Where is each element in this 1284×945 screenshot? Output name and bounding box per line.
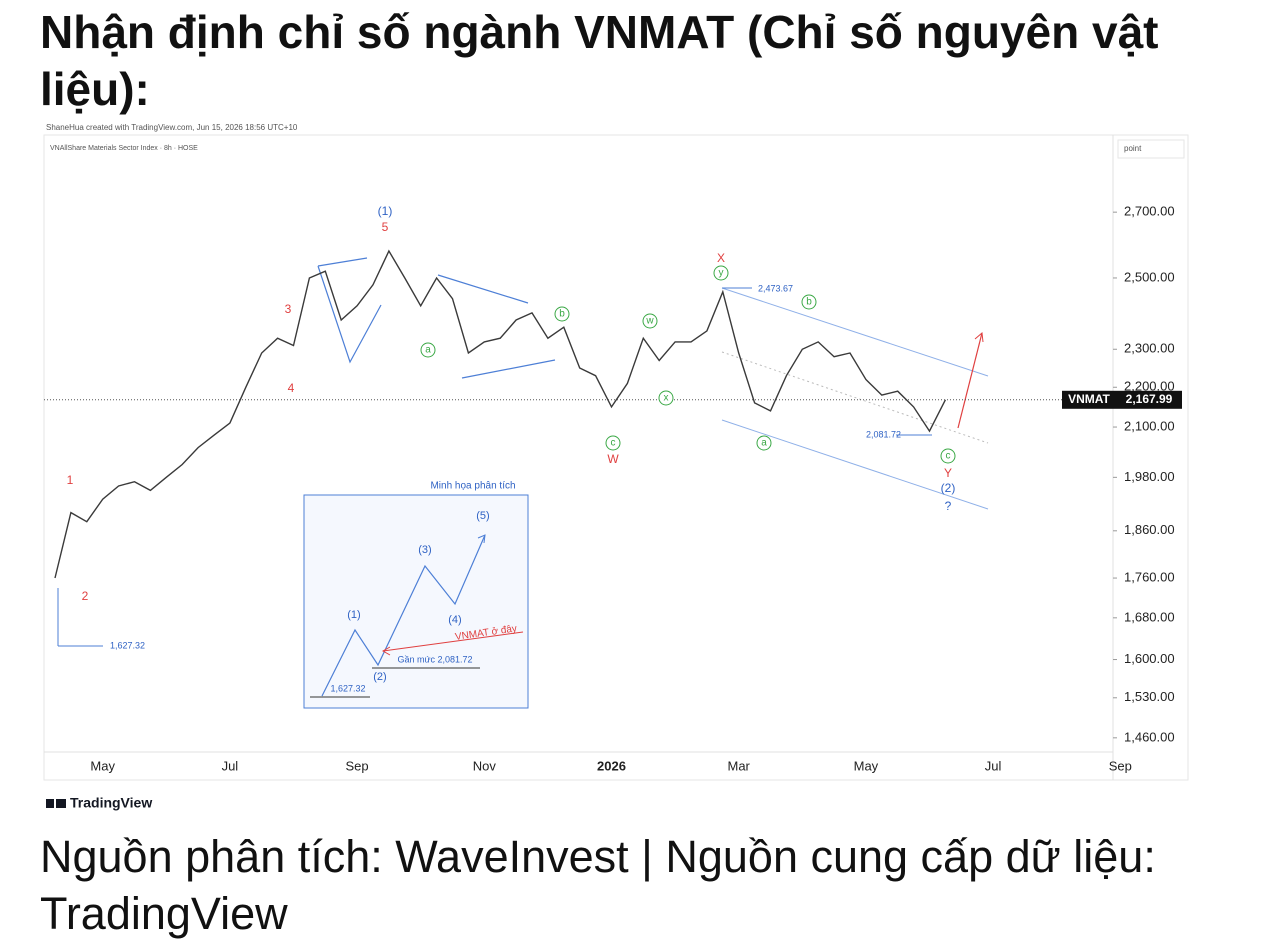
- inset-wave: [321, 534, 486, 697]
- annotation: c: [946, 451, 951, 462]
- annotation: x: [664, 393, 669, 404]
- y-tick-label: 1,530.00: [1124, 689, 1175, 704]
- annotation: 4: [288, 381, 295, 395]
- x-tick-label: 2026: [597, 758, 626, 773]
- y-tick-label: 1,460.00: [1124, 729, 1175, 744]
- annotation: Gần mức 2,081.72: [397, 654, 472, 664]
- arrow-head: [477, 534, 486, 544]
- annotation: b: [806, 297, 812, 308]
- annotation: W: [607, 452, 619, 466]
- brand-logo: [56, 799, 66, 808]
- x-tick-label: Sep: [1109, 758, 1132, 773]
- wave-circle: [605, 435, 621, 451]
- y-tick-label: 2,500.00: [1124, 269, 1175, 284]
- wave-circle: [713, 265, 729, 281]
- drawings: [57, 257, 989, 709]
- x-tick-label: Mar: [728, 758, 751, 773]
- x-tick-label: Jul: [222, 758, 239, 773]
- y-tick-label: 1,680.00: [1124, 609, 1175, 624]
- annotation: w: [645, 316, 654, 327]
- wave-circle: [756, 435, 772, 451]
- triangle: [317, 257, 382, 364]
- y-tick-label: 2,200.00: [1124, 379, 1175, 394]
- chart-frame: [43, 134, 1189, 781]
- axis-unit: point: [1124, 144, 1142, 153]
- annotation: (2): [373, 671, 386, 683]
- chart-subtitle: VNAllShare Materials Sector Index · 8h ·…: [50, 145, 198, 152]
- brand-logo: [46, 799, 54, 808]
- wave-circle: [940, 448, 956, 464]
- x-tick-label: Sep: [346, 758, 369, 773]
- annotation: a: [761, 438, 767, 449]
- footer: Nguồn phân tích: WaveInvest | Nguồn cung…: [40, 831, 1156, 939]
- annotation: 2,473.67: [758, 283, 793, 293]
- last-price-tag: 2,167.99: [1126, 392, 1173, 406]
- y-tick-label: 2,300.00: [1124, 341, 1175, 356]
- wave-circle: [658, 390, 674, 406]
- annotation: (1): [347, 609, 360, 621]
- inset-box: [303, 494, 529, 709]
- annotation: (5): [476, 510, 489, 522]
- channel-upper: [721, 287, 989, 377]
- x-tick-label: May: [854, 758, 879, 773]
- wave-circle: [420, 342, 436, 358]
- annotation: a: [425, 345, 431, 356]
- projection-arrow: [957, 332, 983, 429]
- y-tick-label: 1,980.00: [1124, 469, 1175, 484]
- wave-circle: [642, 313, 658, 329]
- annotation: 5: [382, 220, 389, 234]
- annotation: (3): [418, 544, 431, 556]
- annotation: Minh họa phân tích: [430, 481, 515, 492]
- wave-circle: [801, 294, 817, 310]
- annotation: 1,627.32: [110, 640, 145, 650]
- annotation: 1: [67, 473, 74, 487]
- triangle: [437, 274, 556, 379]
- unit-box: [1117, 139, 1185, 159]
- price-line: [54, 249, 947, 579]
- x-tick-label: Jul: [985, 758, 1002, 773]
- series-tag-bg: [1062, 390, 1116, 409]
- channel-mid: [721, 351, 989, 444]
- annotation: ?: [945, 499, 952, 513]
- annotation: 2: [82, 589, 89, 603]
- wave-circle: [554, 306, 570, 322]
- credit: ShaneHua created with TradingView.com, J…: [46, 123, 298, 132]
- annotation: b: [559, 309, 565, 320]
- channel-lower: [721, 419, 989, 510]
- brand: TradingView: [46, 795, 152, 811]
- last-price-tag-bg: [1116, 390, 1182, 409]
- y-tick-label: 1,600.00: [1124, 651, 1175, 666]
- annotation: 2,081.72: [866, 429, 901, 439]
- annotation: 1,627.32: [330, 683, 365, 693]
- annotation: 3: [285, 302, 292, 316]
- x-tick-label: Nov: [473, 758, 497, 773]
- inset-arrow: [382, 631, 524, 652]
- annotation: (1): [378, 204, 393, 218]
- y-tick-label: 2,100.00: [1124, 418, 1175, 433]
- annotation: Y: [944, 466, 952, 480]
- annotation: X: [717, 251, 725, 265]
- title: Nhận định chỉ số ngành VNMAT (Chỉ số ngu…: [40, 6, 1159, 115]
- brand-name: TradingView: [70, 795, 152, 811]
- y-tick-label: 1,860.00: [1124, 522, 1175, 537]
- arrow-head: [381, 646, 391, 656]
- y-tick-label: 1,760.00: [1124, 569, 1175, 584]
- annotation: c: [611, 438, 616, 449]
- y-tick-label: 2,700.00: [1124, 204, 1175, 219]
- arrow-head: [974, 332, 984, 343]
- annotation: (2): [941, 481, 956, 495]
- x-tick-label: May: [90, 758, 115, 773]
- series-tag: VNMAT: [1068, 392, 1110, 406]
- annotation: y: [719, 268, 724, 279]
- annotation: (4): [448, 614, 461, 626]
